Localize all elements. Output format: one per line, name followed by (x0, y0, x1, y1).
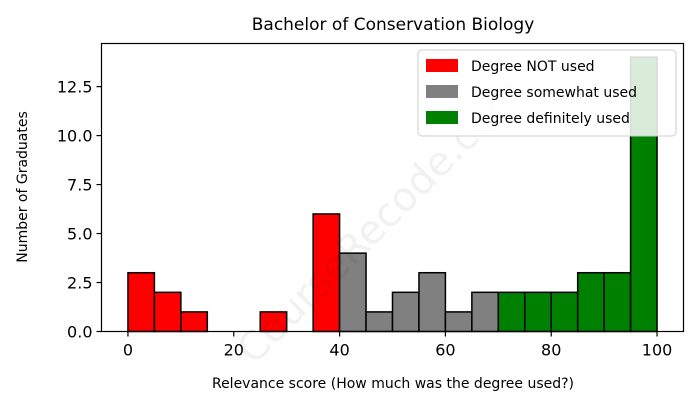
y-axis-label: Number of Graduates (15, 111, 31, 263)
x-ticks: 0 20 40 60 80 100 (123, 331, 673, 360)
x-tick-label: 20 (224, 341, 244, 360)
bar (391, 291, 420, 333)
axes-group (100, 42, 685, 333)
y-tick-label: 0.0 (67, 323, 92, 342)
y-tick-label: 7.5 (67, 176, 92, 195)
y-tick-label: 12.5 (57, 78, 93, 97)
legend-label: Degree NOT used (471, 59, 595, 75)
legend-box (417, 49, 677, 137)
bar (524, 291, 552, 333)
bar (576, 271, 605, 333)
bar (180, 311, 209, 333)
chart-title: Bachelor of Conservation Biology (252, 15, 535, 35)
legend-swatch (426, 85, 458, 98)
legend: Degree NOT used Degree somewhat used Degre… (417, 49, 677, 137)
y-ticks: 0.0 2.5 5.0 7.5 10.0 12.5 (57, 78, 102, 342)
bar (497, 291, 526, 333)
x-tick-label: 0 (123, 341, 133, 360)
bar (153, 291, 182, 333)
bar (444, 311, 473, 333)
plot-frame (100, 42, 685, 333)
y-tick-label: 2.5 (67, 274, 92, 293)
x-tick-label: 60 (435, 341, 455, 360)
y-tick-label: 5.0 (67, 225, 92, 244)
legend-entries: Degree NOT used Degree somewhat used Degre… (426, 59, 637, 127)
legend-label: Degree definitely used (471, 111, 630, 127)
legend-swatch (426, 59, 458, 72)
bar (550, 291, 579, 333)
bar (127, 271, 156, 333)
bar (471, 291, 500, 333)
x-axis-label: Relevance score (How much was the degree… (212, 376, 574, 392)
x-tick-label: 100 (642, 341, 673, 360)
bar (418, 271, 447, 333)
x-tick-label: 80 (541, 341, 561, 360)
bar (603, 271, 632, 333)
bar (365, 311, 394, 333)
legend-label: Degree somewhat used (471, 85, 637, 101)
y-tick-label: 10.0 (57, 127, 93, 146)
legend-swatch (426, 111, 458, 124)
x-tick-label: 40 (329, 341, 349, 360)
